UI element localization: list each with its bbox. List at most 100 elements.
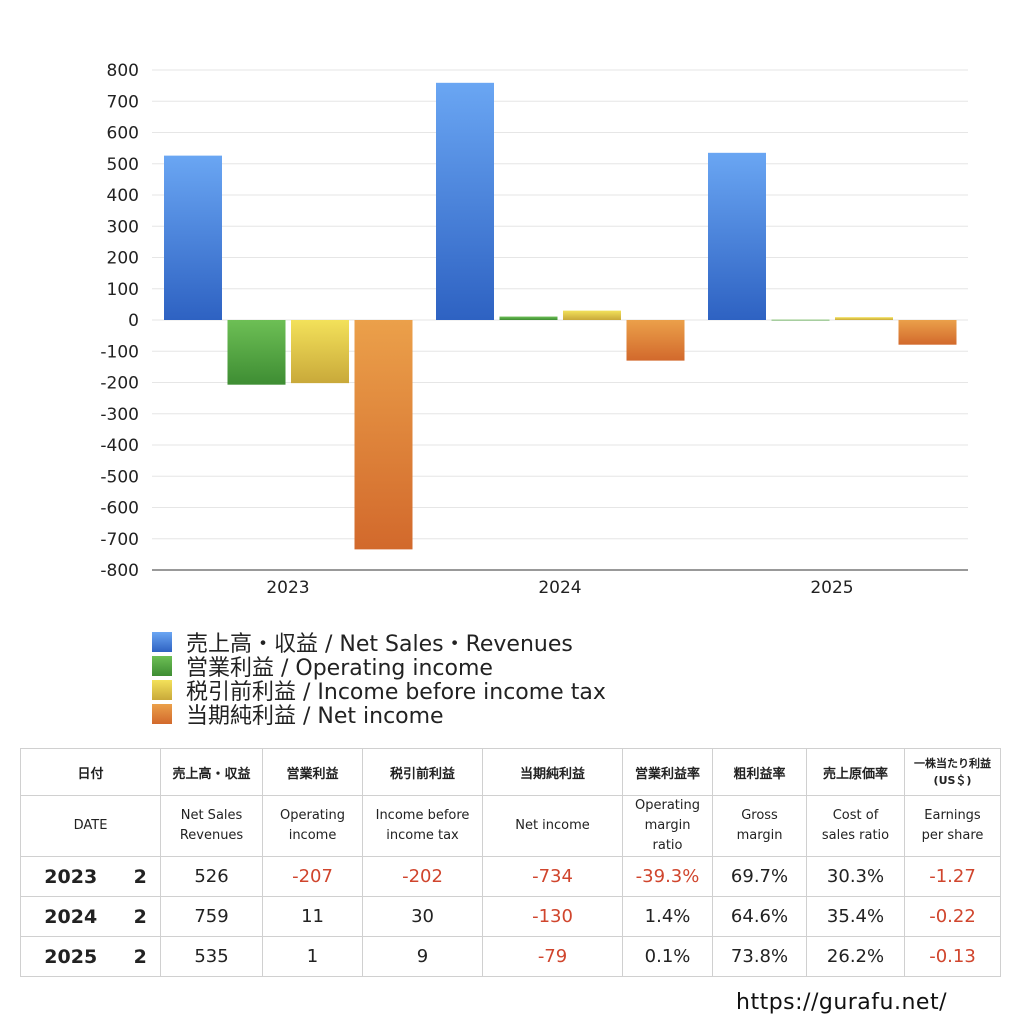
header-date-jp: 日付 <box>19 748 162 796</box>
y-tick-label: -100 <box>100 342 139 362</box>
bar-2023-series-0 <box>164 155 222 320</box>
x-tick-label: 2025 <box>810 578 853 598</box>
bar-2024-series-3 <box>626 320 685 361</box>
legend-item: 税引前利益 / Income before income tax <box>152 678 606 705</box>
legend-swatch <box>152 632 172 652</box>
row-value: 1 <box>262 936 364 977</box>
bar-2023-series-1 <box>227 320 286 385</box>
y-tick-label: -600 <box>100 499 139 519</box>
row-value: -79 <box>482 936 624 977</box>
legend-label: 当期純利益 / Net income <box>186 704 444 729</box>
row-value: -39.3% <box>622 856 714 897</box>
row-value: 759 <box>160 896 264 937</box>
header-row-english: DATE Net Sales Revenues Operating income Inco… <box>19 795 1002 857</box>
row-value: -130 <box>482 896 624 937</box>
chart-bars <box>164 82 957 550</box>
financial-table-container: 日付 売上高・収益 営業利益 税引前利益 当期純利益 営業利益率 粗利益率 売上原価率 一株当た… <box>19 748 1002 977</box>
y-axis-ticks: 800 700 600 500 400 300 200 100 0 -100 -200 -300 -40… <box>100 61 139 581</box>
x-tick-label: 2024 <box>538 578 581 598</box>
row-value: -207 <box>262 856 364 897</box>
row-value: 9 <box>362 936 484 977</box>
header-en-cell: Net Sales Revenues <box>160 795 264 857</box>
legend-label: 税引前利益 / Income before income tax <box>186 680 606 705</box>
header-date-en: DATE <box>19 795 162 857</box>
row-value: -734 <box>482 856 624 897</box>
row-year: 2025 <box>20 936 121 977</box>
row-value: 0.1% <box>622 936 714 977</box>
header-en-cell: Net income <box>482 795 624 857</box>
y-tick-label: 300 <box>107 217 139 237</box>
row-value: 35.4% <box>806 896 906 937</box>
row-value: -202 <box>362 856 484 897</box>
row-value: 526 <box>160 856 264 897</box>
header-jp-cell: 売上原価率 <box>806 748 906 796</box>
bar-chart: 800 700 600 500 400 300 200 100 0 -100 -200 -300 -40… <box>100 61 968 598</box>
row-year: 2024 <box>20 896 121 937</box>
bar-2023-series-2 <box>291 320 349 384</box>
y-tick-label: -300 <box>100 405 139 425</box>
header-en-cell: Earnings per share <box>904 795 1002 857</box>
row-month: 2 <box>120 896 161 937</box>
legend-item: 当期純利益 / Net income <box>152 702 606 729</box>
header-jp-cell: 粗利益率 <box>712 748 808 796</box>
y-tick-label: -700 <box>100 530 139 550</box>
table-row: 2023 2 526 -207 -202 -734 -39.3% 69.7% 30.3% -1.2… <box>20 856 1002 897</box>
row-value: -1.27 <box>904 856 1002 897</box>
bar-2024-series-0 <box>436 82 494 320</box>
bar-2025-series-0 <box>708 152 766 320</box>
x-axis-ticks: 2023 2024 2025 <box>266 578 853 598</box>
y-tick-label: -400 <box>100 436 139 456</box>
header-jp-cell: 税引前利益 <box>362 748 484 796</box>
chart-grid <box>152 69 968 571</box>
row-value: 1.4% <box>622 896 714 937</box>
financial-table: 日付 売上高・収益 営業利益 税引前利益 当期純利益 営業利益率 粗利益率 売上原価率 一株当た… <box>19 748 1002 977</box>
row-value: 73.8% <box>712 936 808 977</box>
y-tick-label: 500 <box>107 155 139 175</box>
y-tick-label: 200 <box>107 249 139 269</box>
table-row: 2025 2 535 1 9 -79 0.1% 73.8% 26.2% -0.13 <box>20 936 1002 977</box>
legend-swatch <box>152 704 172 724</box>
header-eps-jp: 一株当たり利益 (US＄) <box>904 748 1002 796</box>
row-value: -0.13 <box>904 936 1002 977</box>
source-url[interactable]: https://gurafu.net/ <box>736 990 947 1015</box>
y-tick-label: -200 <box>100 374 139 394</box>
table-row: 2024 2 759 11 30 -130 1.4% 64.6% 35.4% -0.22 <box>20 896 1002 937</box>
row-month: 2 <box>120 856 161 897</box>
bar-2025-series-3 <box>898 320 957 345</box>
row-value: 69.7% <box>712 856 808 897</box>
row-value: 11 <box>262 896 364 937</box>
header-en-cell: Operating margin ratio <box>622 795 714 857</box>
header-row-japanese: 日付 売上高・収益 営業利益 税引前利益 当期純利益 営業利益率 粗利益率 売上原価率 一株当た… <box>19 748 1002 796</box>
header-jp-cell: 当期純利益 <box>482 748 624 796</box>
header-jp-cell: 営業利益率 <box>622 748 714 796</box>
bar-2024-series-1 <box>499 316 558 320</box>
y-tick-label: 600 <box>107 124 139 144</box>
y-tick-label: -500 <box>100 467 139 487</box>
header-en-cell: Gross margin <box>712 795 808 857</box>
legend-label: 営業利益 / Operating income <box>186 656 493 681</box>
y-tick-label: 0 <box>128 311 139 331</box>
header-en-cell: Operating income <box>262 795 364 857</box>
y-tick-label: 100 <box>107 280 139 300</box>
legend-swatch <box>152 680 172 700</box>
bar-2025-series-1 <box>771 319 830 321</box>
legend-item: 売上高・収益 / Net Sales・Revenues <box>152 630 606 657</box>
header-jp-cell: 売上高・収益 <box>160 748 264 796</box>
header-jp-cell: 営業利益 <box>262 748 364 796</box>
bar-2025-series-2 <box>835 317 893 320</box>
y-tick-label: 800 <box>107 61 139 81</box>
header-en-cell: Cost of sales ratio <box>806 795 906 857</box>
row-value: 30.3% <box>806 856 906 897</box>
chart-legend: 売上高・収益 / Net Sales・Revenues 営業利益 / Operat… <box>152 630 606 729</box>
row-month: 2 <box>120 936 161 977</box>
row-value: -0.22 <box>904 896 1002 937</box>
row-value: 26.2% <box>806 936 906 977</box>
row-value: 64.6% <box>712 896 808 937</box>
x-tick-label: 2023 <box>266 578 309 598</box>
row-year: 2023 <box>20 856 121 897</box>
legend-item: 営業利益 / Operating income <box>152 654 606 681</box>
y-tick-label: 700 <box>107 92 139 112</box>
y-tick-label: -800 <box>100 561 139 581</box>
bar-2023-series-3 <box>354 320 413 550</box>
header-en-cell: Income before income tax <box>362 795 484 857</box>
